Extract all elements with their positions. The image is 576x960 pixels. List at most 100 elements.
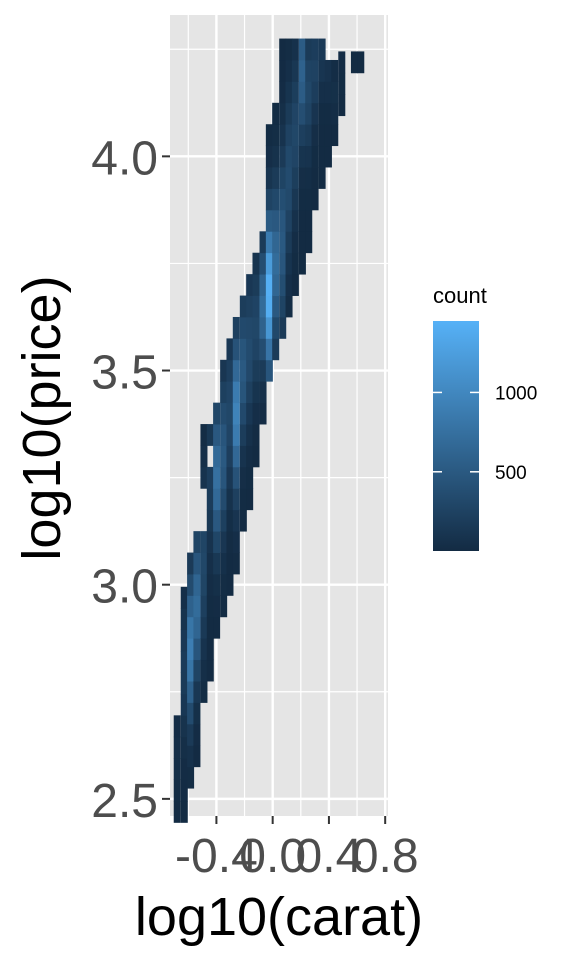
legend: count 500 1000	[433, 283, 537, 551]
heatmap-cell	[331, 124, 339, 147]
heatmap-cell	[272, 295, 280, 318]
heatmap-cell	[298, 145, 306, 168]
heatmap-cell	[279, 124, 287, 147]
heatmap-cell	[213, 531, 221, 553]
heatmap-cell	[193, 659, 201, 682]
heatmap-cell	[291, 145, 299, 168]
heatmap-cell	[298, 167, 306, 189]
heatmap-cell	[246, 381, 254, 404]
heatmap-cell	[246, 424, 254, 446]
heatmap-cell	[305, 38, 313, 61]
heatmap-cell	[279, 209, 287, 232]
heatmap-cell	[252, 274, 260, 296]
heatmap-cell	[259, 316, 267, 339]
heatmap-cell	[232, 488, 240, 511]
y-tick-label: 4.0	[91, 132, 158, 185]
heatmap-cell	[265, 295, 273, 318]
heatmap-cell	[232, 316, 240, 339]
heatmap-cell	[206, 466, 214, 489]
heatmap-cell	[272, 124, 280, 147]
heatmap-cell	[265, 145, 273, 168]
heatmap-cell	[246, 466, 254, 489]
heatmap-cell	[193, 531, 201, 553]
heatmap-cell	[226, 552, 234, 575]
heatmap-cell	[279, 81, 287, 104]
heatmap-cell	[291, 102, 299, 125]
heatmap-cell	[193, 702, 201, 725]
heatmap-cell	[239, 424, 247, 446]
heatmap-cell	[200, 445, 208, 468]
heatmap-cell	[259, 231, 267, 254]
heatmap-cell	[226, 424, 234, 446]
heatmap-cell	[173, 801, 181, 823]
heatmap-cell	[213, 573, 221, 596]
heatmap-bins	[173, 38, 365, 823]
heatmap-cell	[226, 445, 234, 468]
x-tick-label: 0.4	[296, 830, 363, 883]
heatmap-cell	[338, 94, 346, 117]
heatmap-cell	[265, 231, 273, 254]
heatmap-cell	[239, 359, 247, 382]
heatmap-cell	[285, 274, 293, 296]
heatmap-cell	[272, 209, 280, 232]
heatmap-cell	[252, 338, 260, 361]
heatmap-cell	[252, 381, 260, 404]
heatmap-cell	[298, 38, 306, 61]
legend-title: count	[433, 283, 487, 308]
heatmap-cell	[213, 424, 221, 446]
heatmap-cell	[220, 573, 228, 596]
heatmap-cell	[206, 595, 214, 618]
heatmap-cell	[298, 209, 306, 232]
heatmap-cell	[279, 231, 287, 254]
heatmap-cell	[200, 616, 208, 639]
heatmap-cell	[187, 659, 195, 682]
heatmap-cell	[318, 81, 326, 104]
heatmap-cell	[305, 231, 313, 254]
heatmap-cell	[305, 188, 313, 211]
heatmap-cell	[206, 509, 214, 532]
heatmap-cell	[318, 167, 326, 189]
heatmap-cell	[187, 552, 195, 575]
heatmap-cell	[298, 188, 306, 211]
heatmap-cell	[285, 124, 293, 147]
heatmap-cell	[200, 595, 208, 618]
heatmap-cell	[220, 552, 228, 575]
heatmap-cell	[180, 672, 188, 695]
x-axis-title: log10(carat)	[135, 887, 423, 947]
heatmap-cell	[291, 81, 299, 104]
heatmap-cell	[206, 638, 214, 661]
heatmap-cell	[226, 359, 234, 382]
heatmap-cell	[285, 231, 293, 254]
heatmap-cell	[298, 102, 306, 125]
y-axis: 2.5 3.0 3.5 4.0	[91, 132, 170, 828]
heatmap-cell	[272, 145, 280, 168]
heatmap-cell	[232, 381, 240, 404]
heatmap-cell	[298, 231, 306, 254]
heatmap-cell	[285, 81, 293, 104]
heatmap-cell	[206, 488, 214, 511]
heatmap-cell	[265, 188, 273, 211]
heatmap-cell	[324, 102, 332, 125]
heatmap-cell	[226, 573, 234, 596]
heatmap-cell	[213, 445, 221, 468]
heatmap-cell	[220, 445, 228, 468]
heatmap-cell	[239, 445, 247, 468]
heatmap-cell	[232, 552, 240, 575]
heatmap-cell	[259, 252, 267, 275]
heatmap-cell	[318, 124, 326, 147]
heatmap-cell	[279, 38, 287, 61]
heatmap-cell	[252, 252, 260, 275]
heatmap-cell	[305, 209, 313, 232]
heatmap-cell	[285, 102, 293, 125]
heatmap-cell	[193, 573, 201, 596]
heatmap-cell	[180, 629, 188, 652]
heatmap-cell	[311, 124, 319, 147]
heatmap-cell	[311, 102, 319, 125]
heatmap-cell	[311, 81, 319, 104]
heatmap-cell	[180, 693, 188, 716]
heatmap-cell	[193, 681, 201, 703]
heatmap-cell	[213, 488, 221, 511]
x-tick-label: 0.0	[239, 830, 306, 883]
heatmap-cell	[331, 81, 339, 104]
heatmap-cell	[193, 595, 201, 618]
